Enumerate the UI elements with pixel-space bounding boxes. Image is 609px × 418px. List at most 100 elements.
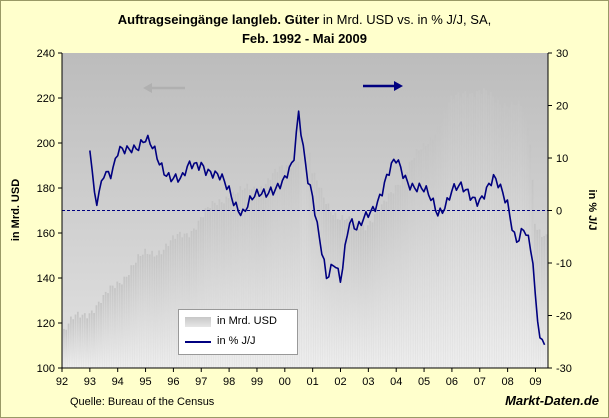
bar [100,302,102,368]
bar [97,301,100,368]
x-tick-label: 05 [418,376,430,388]
bar [311,173,314,368]
x-tick-label: 99 [251,376,263,388]
bar [418,150,420,368]
bar [209,208,211,368]
bar [471,93,474,369]
bar [469,93,471,369]
bar [95,305,98,368]
bar [406,172,409,368]
bar [431,139,434,368]
bar [125,276,128,368]
right-tick-label: 10 [556,153,568,165]
bar [499,104,501,368]
bar [88,313,91,368]
bar [346,218,348,368]
bar [116,281,119,368]
bar [415,149,418,368]
title-period: Feb. 1992 - Mai 2009 [241,31,367,46]
bar-series [63,88,548,369]
x-tick-label: 08 [501,376,513,388]
bar [111,285,114,368]
bar [318,187,320,368]
left-axis-label: in Mrd. USD [10,179,22,241]
bar [313,172,316,368]
bar [531,179,534,368]
bar [139,255,142,368]
bar [76,311,79,368]
bar [476,91,478,369]
bar [114,288,116,368]
left-tick-label: 160 [37,228,55,240]
bar [397,184,399,368]
bar [181,237,184,368]
bar [274,168,276,368]
bar [350,223,353,368]
bar [501,108,504,368]
bar [392,193,395,368]
left-tick-label: 100 [37,363,55,375]
bar [81,314,84,368]
bar [144,248,146,368]
bar [334,212,337,368]
bar [174,238,177,368]
bar [223,203,225,368]
left-tick-label: 180 [37,183,55,195]
bar [165,243,167,368]
bar [450,95,453,368]
brand-logo-text: Markt-Daten.de [505,393,599,408]
bar [394,185,397,368]
bar [292,161,295,368]
left-tick-label: 120 [37,318,55,330]
x-tick-label: 01 [307,376,319,388]
x-tick-label: 06 [446,376,458,388]
bar [227,198,230,368]
bar [172,235,174,368]
bar [452,99,455,368]
bar [202,217,204,368]
bar [148,254,151,368]
right-tick-label: 20 [556,101,568,113]
bar [134,262,137,368]
bar [315,180,318,368]
bar [63,328,65,368]
bar [482,88,485,368]
bar [290,168,293,368]
bar [327,203,330,368]
bar [443,109,446,369]
bar [118,283,121,368]
right-axis-label: in % J/J [586,190,598,231]
bar [404,174,406,368]
bar [376,209,378,368]
bar [74,314,77,368]
bar [520,106,522,368]
bar [276,172,279,368]
bar [128,275,130,368]
title-main: Auftragseingänge langleb. Güter [117,12,320,27]
bar [380,204,383,368]
bar [339,219,341,368]
bar [506,106,508,369]
bar [441,118,443,368]
right-tick-label: -10 [556,258,572,270]
bar [387,193,390,368]
bar [436,126,439,369]
bar [70,316,72,368]
bar [241,189,244,368]
bar [169,240,172,368]
bar [494,102,497,368]
bar [192,228,195,368]
bar [496,99,499,368]
source-note: Quelle: Bureau of the Census [70,396,215,408]
left-tick-label: 220 [37,93,55,105]
bar [438,126,441,368]
bar [329,211,332,368]
bar [206,206,209,368]
legend-bar-swatch [185,317,211,327]
x-tick-label: 96 [167,376,179,388]
bar [225,196,228,368]
bar [510,101,513,368]
bar [373,214,376,368]
bar [466,97,469,369]
bar [299,138,302,368]
